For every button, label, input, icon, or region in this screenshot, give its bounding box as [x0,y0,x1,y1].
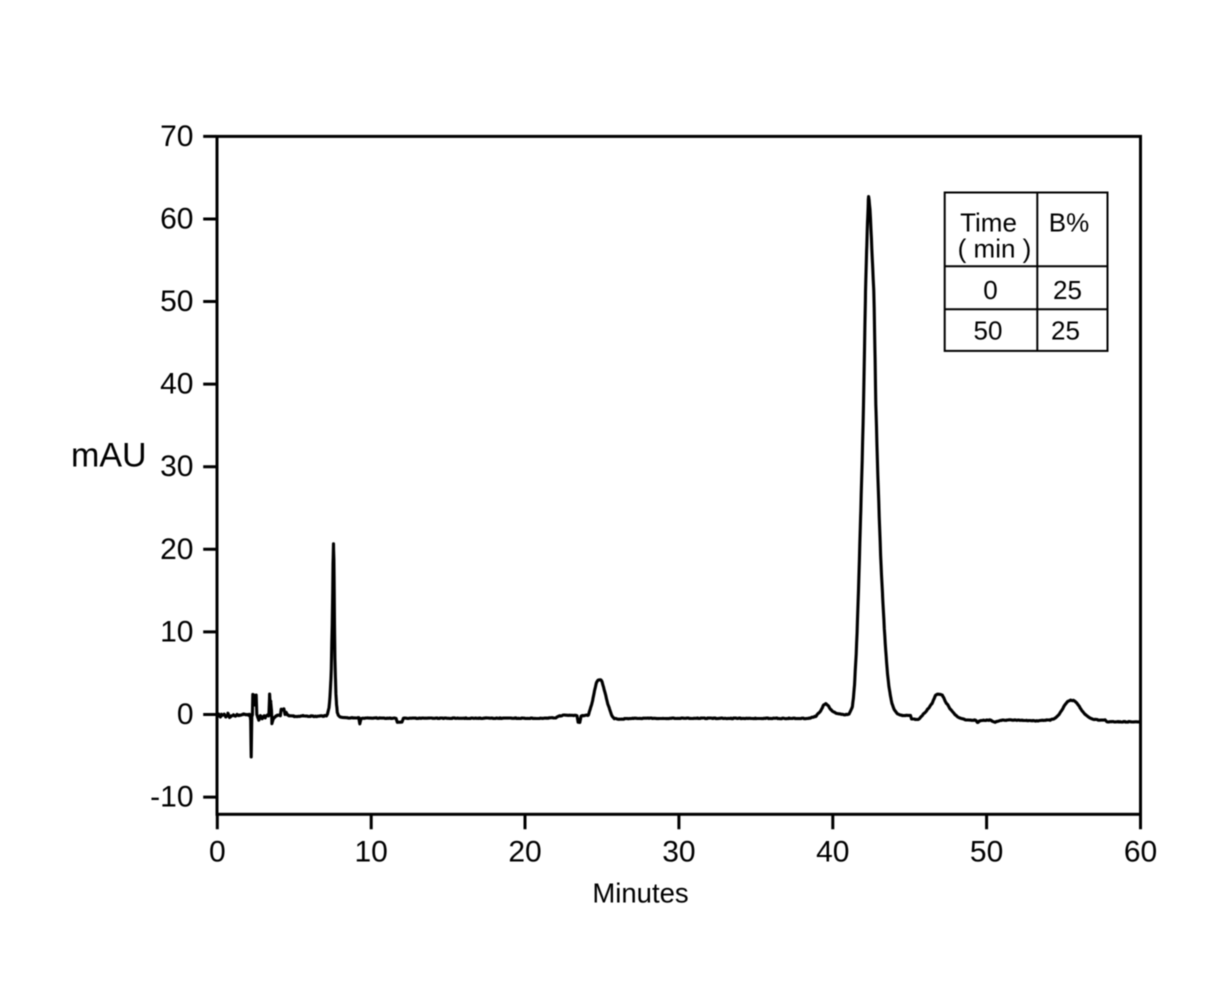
svg-text:30: 30 [662,836,695,869]
svg-text:10: 10 [160,615,193,648]
svg-text:60: 60 [160,203,193,236]
svg-text:20: 20 [160,533,193,566]
svg-text:20: 20 [508,836,541,869]
svg-text:60: 60 [1124,836,1157,869]
svg-text:70: 70 [160,120,193,153]
svg-text:Minutes: Minutes [592,878,688,909]
svg-text:40: 40 [816,836,849,869]
svg-text:0: 0 [209,836,226,869]
svg-text:50: 50 [974,316,1003,346]
svg-text:mAU: mAU [71,437,147,475]
svg-text:10: 10 [355,836,388,869]
svg-text:-10: -10 [150,781,193,814]
svg-text:0: 0 [983,275,997,305]
svg-text:Time: Time [960,208,1017,238]
svg-text:0: 0 [177,698,194,731]
svg-text:B%: B% [1049,208,1089,238]
svg-text:( min ): ( min ) [958,234,1032,264]
svg-text:40: 40 [160,368,193,401]
svg-text:25: 25 [1051,316,1080,346]
svg-text:50: 50 [160,285,193,318]
svg-text:25: 25 [1053,275,1082,305]
svg-text:50: 50 [970,836,1003,869]
svg-text:30: 30 [160,450,193,483]
